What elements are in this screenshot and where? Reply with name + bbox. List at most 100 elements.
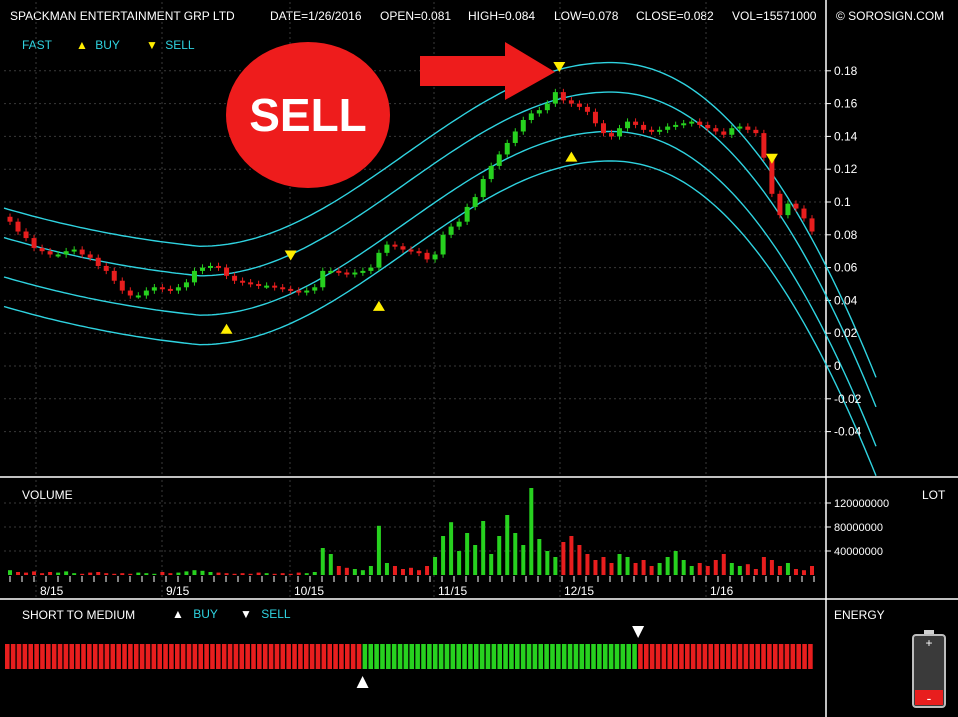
candle-body bbox=[673, 124, 679, 127]
candle-body bbox=[71, 249, 77, 252]
strip-bar-red bbox=[251, 644, 256, 669]
strip-bar-red bbox=[216, 644, 221, 669]
candle-body bbox=[79, 249, 85, 255]
strip-bar-green bbox=[567, 644, 573, 669]
strip-bar-green bbox=[620, 644, 626, 669]
strip-bar-red bbox=[221, 644, 227, 669]
price-tick-label: 0.1 bbox=[834, 195, 851, 209]
candle-body bbox=[665, 126, 671, 130]
strip-bar-red bbox=[333, 644, 338, 669]
candle-body bbox=[288, 288, 294, 291]
strip-bar-red bbox=[749, 644, 755, 669]
strip-bar-red bbox=[808, 644, 813, 669]
volume-bar bbox=[192, 570, 197, 575]
signal-title: SHORT TO MEDIUM bbox=[22, 608, 136, 622]
volume-bar bbox=[224, 573, 229, 575]
volume-bar bbox=[56, 572, 61, 575]
strip-bar-red bbox=[133, 644, 139, 669]
strip-bar-green bbox=[497, 644, 502, 669]
strip-bar-green bbox=[479, 644, 485, 669]
volume-bar bbox=[513, 533, 518, 575]
volume-bar bbox=[344, 567, 349, 575]
candle-body bbox=[31, 238, 37, 248]
candle-body bbox=[528, 113, 534, 120]
volume-bar bbox=[810, 566, 814, 575]
candle-body bbox=[376, 252, 382, 268]
candle-body bbox=[216, 265, 222, 268]
sell-signal-marker bbox=[284, 250, 297, 261]
strip-bar-red bbox=[192, 644, 198, 669]
volume-bar bbox=[144, 573, 149, 575]
candle-body bbox=[512, 131, 518, 143]
open-readout: OPEN=0.081 bbox=[380, 9, 452, 23]
strip-bar-green bbox=[415, 644, 420, 669]
price-tick-label: 0.16 bbox=[834, 97, 858, 111]
candle-body bbox=[296, 290, 302, 293]
date-tick-label: 11/15 bbox=[438, 584, 467, 598]
volume-bar bbox=[40, 573, 45, 575]
volume-bar bbox=[577, 545, 582, 575]
strip-bar-red bbox=[69, 644, 75, 669]
strip-bar-red bbox=[122, 644, 127, 669]
strip-bar-green bbox=[403, 644, 409, 669]
candle-body bbox=[400, 246, 406, 250]
volume-bar bbox=[264, 573, 269, 575]
candle-body bbox=[167, 288, 173, 291]
sell-signal-marker bbox=[553, 62, 566, 72]
low-readout: LOW=0.078 bbox=[554, 9, 619, 23]
candle-body bbox=[248, 282, 254, 285]
candle-body bbox=[536, 110, 542, 114]
candle-body bbox=[713, 128, 719, 132]
volume-bar bbox=[80, 573, 85, 575]
candle-body bbox=[392, 244, 398, 247]
volume-bar bbox=[409, 567, 413, 575]
volume-bar bbox=[256, 572, 261, 575]
strip-bar-red bbox=[327, 644, 332, 669]
strip-bar-green bbox=[462, 644, 467, 669]
strip-bar-red bbox=[298, 644, 303, 669]
strip-bar-red bbox=[28, 644, 34, 669]
volume-bar bbox=[232, 573, 237, 575]
candle-body bbox=[264, 285, 270, 288]
volume-bar bbox=[705, 566, 710, 575]
candle-body bbox=[544, 103, 550, 111]
candle-body bbox=[568, 100, 574, 104]
strip-bar-green bbox=[374, 644, 379, 669]
candle-body bbox=[63, 251, 69, 255]
candle-body bbox=[801, 208, 807, 219]
volume-bar bbox=[216, 572, 221, 575]
volume-bar bbox=[24, 572, 29, 575]
strip-bar-green bbox=[485, 644, 491, 669]
volume-bar bbox=[521, 545, 526, 575]
volume-bar bbox=[601, 557, 606, 575]
strip-bar-red bbox=[239, 644, 245, 669]
date-tick-label: 1/16 bbox=[710, 584, 734, 598]
strip-bar-green bbox=[397, 644, 403, 669]
candle-body bbox=[208, 265, 213, 268]
volume-bar bbox=[320, 548, 325, 575]
candle-body bbox=[657, 129, 663, 132]
volume-readout: VOL=15571000 bbox=[732, 9, 817, 23]
strip-bar-green bbox=[450, 644, 456, 669]
volume-bar bbox=[721, 554, 726, 575]
strip-bar-red bbox=[75, 644, 80, 669]
strip-bar-green bbox=[468, 644, 473, 669]
strip-bar-red bbox=[702, 644, 708, 669]
volume-bars bbox=[8, 488, 814, 575]
strip-bar-red bbox=[92, 644, 98, 669]
strip-bar-red bbox=[63, 644, 69, 669]
volume-tick-label: 40000000 bbox=[834, 546, 883, 558]
strip-bar-red bbox=[784, 644, 790, 669]
strip-bar-red bbox=[157, 644, 162, 669]
volume-bar bbox=[240, 573, 245, 575]
strip-bar-red bbox=[767, 644, 772, 669]
strip-bar-red bbox=[104, 644, 110, 669]
volume-bar bbox=[449, 522, 454, 575]
volume-bar bbox=[529, 488, 534, 575]
candle-body bbox=[328, 270, 334, 273]
candle-body bbox=[15, 221, 21, 232]
volume-bar bbox=[553, 557, 558, 575]
strip-bar-red bbox=[163, 644, 168, 669]
